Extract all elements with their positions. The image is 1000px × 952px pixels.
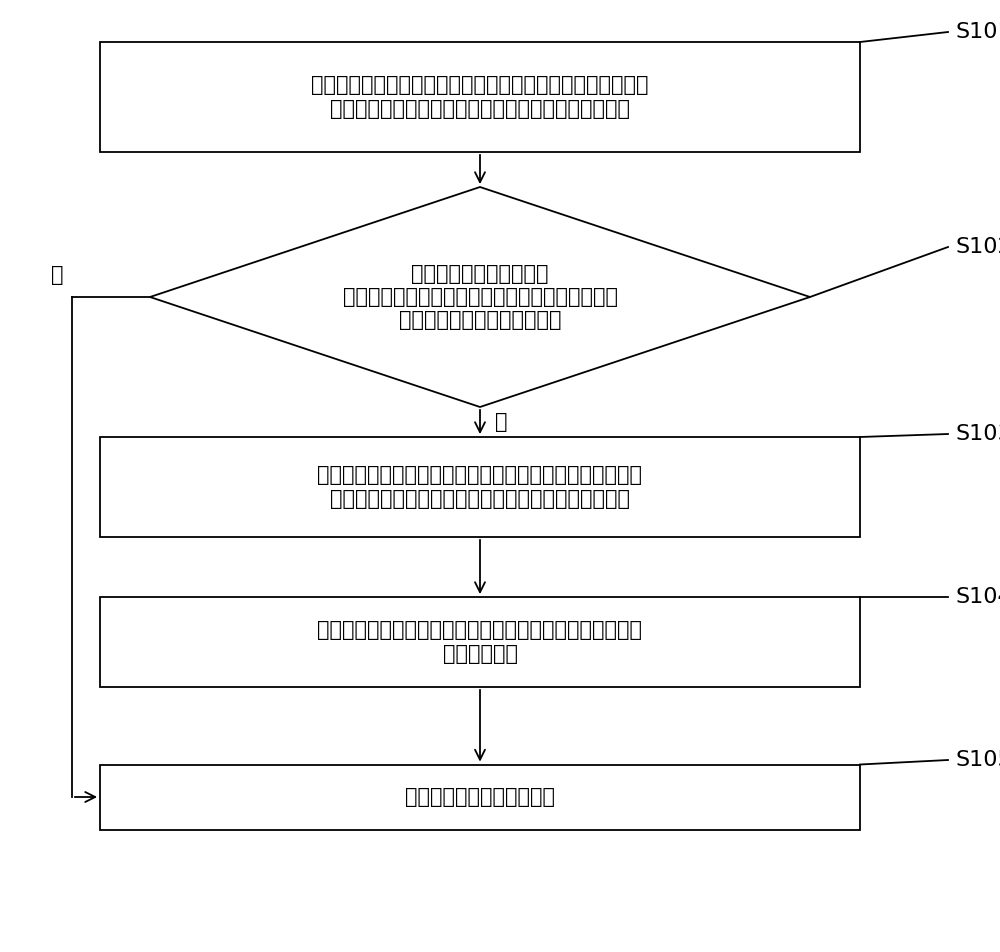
Text: S105: S105 (955, 750, 1000, 770)
Text: S104: S104 (955, 587, 1000, 607)
Text: S102: S102 (955, 237, 1000, 257)
Text: 通过所述环境参数和所述人体参数，对所述空调设备的运行
参数进行调整: 通过所述环境参数和所述人体参数，对所述空调设备的运行 参数进行调整 (318, 621, 642, 664)
Bar (100, 764, 860, 829)
Text: 是: 是 (495, 412, 508, 432)
Text: 否: 否 (52, 265, 64, 285)
Text: 基于所述空调系统为室内
所分配的空调设备，通过红外人体探测器判断所述
空调设备是否处于可运行状态: 基于所述空调系统为室内 所分配的空调设备，通过红外人体探测器判断所述 空调设备是… (342, 264, 618, 330)
Bar (100, 597, 860, 687)
Text: 采集特定时间内变电站用电设备的用电负荷数据，并基于所述
用电负荷数据获取用电系统中用电占比最大的空调系统: 采集特定时间内变电站用电设备的用电负荷数据，并基于所述 用电负荷数据获取用电系统… (311, 75, 649, 119)
Polygon shape (150, 187, 810, 407)
Bar (100, 437, 860, 537)
Text: S101: S101 (955, 22, 1000, 42)
Text: 控制所述空调设备停止工作: 控制所述空调设备停止工作 (405, 787, 555, 807)
Bar (100, 42, 860, 152)
Text: 基于所述红外人体探测器对室内工作人员的人体参数进行采
集，同时基于温湿度测试仪对室内的环境参数进行监测: 基于所述红外人体探测器对室内工作人员的人体参数进行采 集，同时基于温湿度测试仪对… (318, 466, 642, 508)
Text: S103: S103 (955, 424, 1000, 444)
